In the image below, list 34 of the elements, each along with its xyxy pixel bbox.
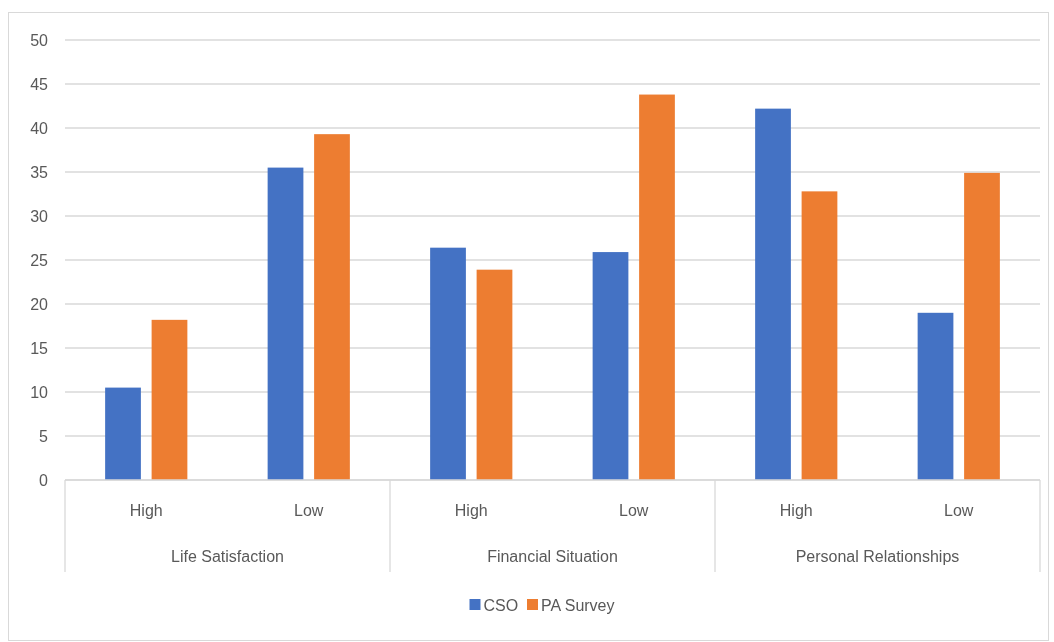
y-tick-label: 0 [39,471,49,489]
x-tick-label: Low [294,501,324,519]
y-tick-label: 30 [30,207,49,225]
bar [964,172,1000,480]
x-tick-label: Low [619,501,649,519]
y-tick-label: 10 [30,383,49,401]
bar [430,247,466,480]
bar [592,252,629,480]
bar [476,269,513,480]
bar [755,108,791,480]
y-tick-label: 45 [30,75,49,93]
text: Financial Situation [487,547,618,565]
bar [917,312,954,480]
y-tick-label: 5 [39,427,49,445]
x-tick-label: High [779,501,813,519]
legend-label: PA Survey [541,596,615,614]
bar [639,94,675,480]
text: Life Satisfaction [171,547,284,565]
x-tick-label: High [454,501,488,519]
bar [801,191,838,480]
bar [151,319,188,480]
x-tick-label: Low [944,501,974,519]
y-tick-label: 20 [30,295,49,313]
y-tick-label: 25 [30,251,49,269]
x-tick-label: High [129,501,163,519]
legend-label: CSO [483,596,519,614]
text: Personal Relationships [795,547,960,565]
y-tick-label: 50 [30,31,49,49]
y-tick-label: 35 [30,163,49,181]
y-tick-label: 40 [30,119,49,137]
bar [267,167,304,480]
bar [314,134,350,480]
bar [105,387,141,480]
y-tick-label: 15 [30,339,49,357]
